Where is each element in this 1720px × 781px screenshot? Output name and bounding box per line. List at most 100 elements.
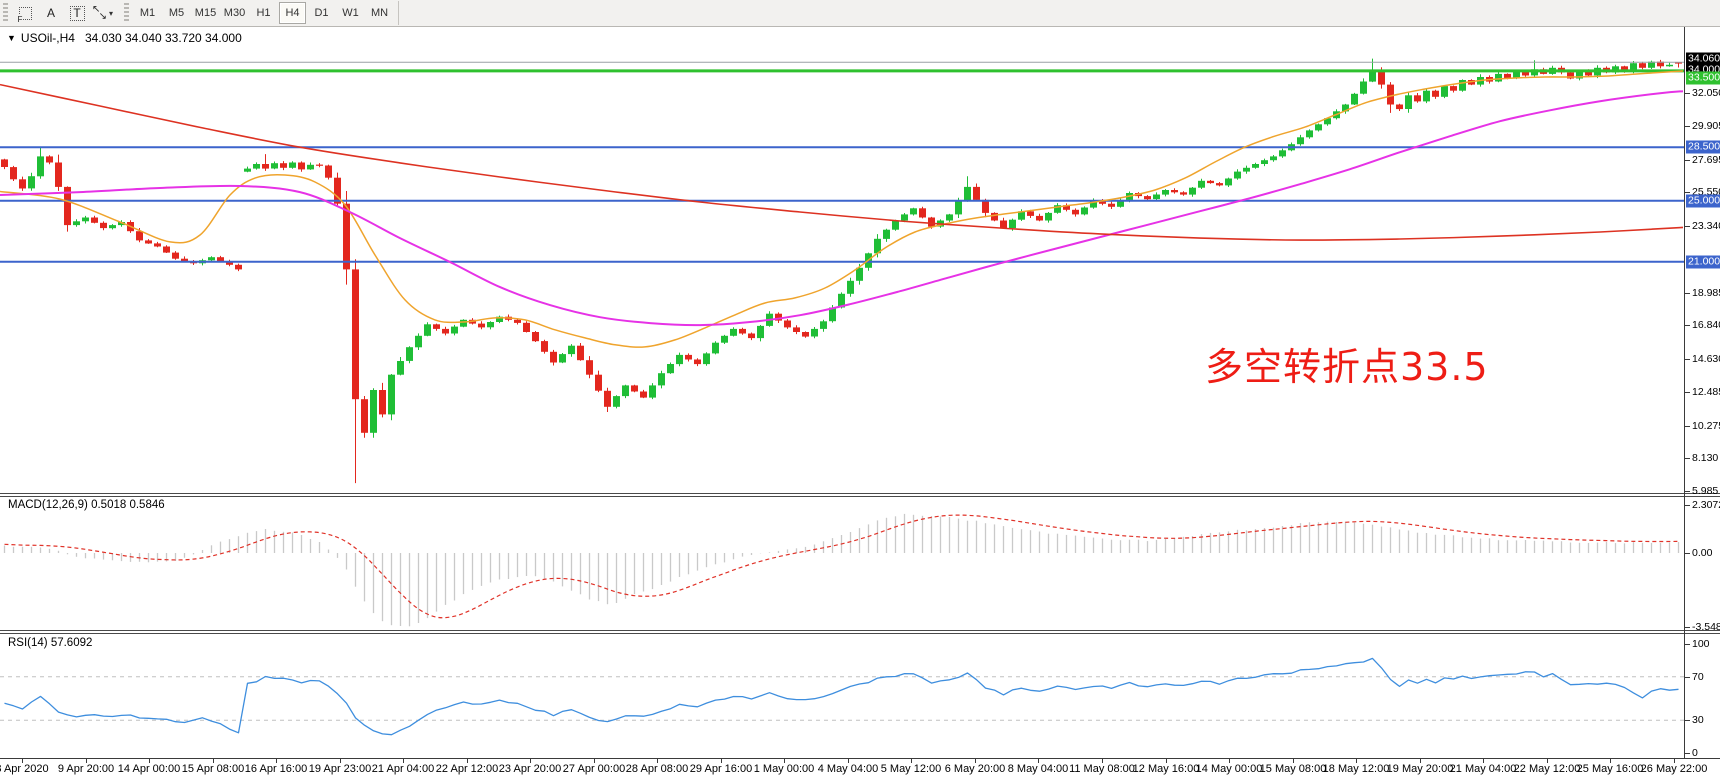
timeframe-button-d1[interactable]: D1: [314, 7, 329, 19]
time-tick: [1420, 758, 1421, 763]
chart-text-annotation[interactable]: 多空转折点33.5: [1205, 345, 1489, 389]
time-axis-label: 4 May 04:00: [817, 763, 879, 775]
toolbar-grip[interactable]: [3, 3, 8, 23]
timeframe-toolbar: M1 M5 M15 M30 H1 H4 D1 W1 MN: [133, 2, 394, 24]
macd-tick-label-dash: [1684, 626, 1690, 628]
price-tick-label: 18.985: [1692, 286, 1720, 299]
time-axis-label: 11 May 08:00: [1069, 763, 1135, 775]
time-tick: [1483, 758, 1484, 763]
rsi-tick-label-dash: [1684, 720, 1690, 722]
rsi-indicator-label: RSI(14) 57.6092: [8, 637, 93, 649]
time-tick: [594, 758, 595, 763]
current-price-label: 34.060: [1686, 52, 1720, 66]
time-tick: [1356, 758, 1357, 763]
time-axis-label: 21 Apr 04:00: [371, 763, 435, 775]
price-tick-label-dash: [1684, 391, 1690, 393]
text-label-tool[interactable]: T: [65, 2, 89, 24]
macd-tick-label-dash: [1684, 553, 1690, 554]
time-tick: [22, 758, 23, 763]
time-tick: [86, 758, 87, 763]
arrow-label-tool[interactable]: A: [46, 6, 55, 20]
price-tick-label: 16.840: [1692, 319, 1720, 332]
drawing-tools-group: F A T ↖ ↘ ▾: [12, 2, 116, 24]
macd-indicator-label: MACD(12,26,9) 0.5018 0.5846: [8, 499, 165, 511]
time-axis-label: 22 May 12:00: [1513, 763, 1581, 775]
time-tick: [848, 758, 849, 763]
level-price-label: 25.000: [1686, 194, 1720, 208]
price-tick-label-dash: [1684, 93, 1690, 94]
price-tick-label: 5.985: [1692, 485, 1719, 497]
toolbar-separator: [398, 1, 399, 25]
time-axis-label: 27 Apr 00:00: [562, 763, 626, 775]
collapse-triangle-icon[interactable]: ▼: [7, 33, 16, 43]
macd-histogram: [3, 513, 1680, 627]
timeframe-toolbar-grip[interactable]: [124, 3, 129, 23]
time-axis-label: 26 May 22:00: [1640, 763, 1708, 775]
time-tick: [340, 758, 341, 763]
macd-panel-separator-2: [0, 496, 1720, 497]
time-axis-label: 22 Apr 12:00: [435, 763, 499, 775]
price-tick-label: 14.630: [1692, 353, 1720, 365]
rsi-panel-separator[interactable]: [0, 630, 1720, 631]
price-tick-label-dash: [1684, 359, 1690, 360]
time-tick: [911, 758, 912, 763]
price-tick-label: 32.050: [1692, 87, 1720, 99]
timeframe-button-mn[interactable]: MN: [370, 7, 389, 19]
timeframe-button-h1[interactable]: H1: [256, 7, 271, 19]
time-axis-label: 15 May 08:00: [1259, 763, 1327, 775]
timeframe-button-m30[interactable]: M30: [223, 7, 246, 19]
rsi-tick-label-dash: [1684, 644, 1690, 645]
price-axis-column[interactable]: 32.05029.90527.69525.55023.34018.98516.8…: [1684, 27, 1720, 759]
price-tick-label: 12.485: [1692, 385, 1720, 398]
timeframe-button-h4[interactable]: H4: [279, 2, 306, 24]
chart-ohlc-header: ▼ USOil-,H4 34.030 34.040 33.720 34.000: [7, 31, 242, 45]
price-tick-label-dash: [1684, 192, 1690, 194]
price-tick-label: 10.275: [1692, 419, 1720, 432]
rsi-tick-label: 70: [1692, 670, 1704, 683]
time-axis-label: 12 May 16:00: [1132, 763, 1200, 775]
timeframe-button-w1[interactable]: W1: [342, 7, 359, 19]
time-axis-label: 14 May 00:00: [1195, 763, 1263, 775]
time-axis-label: 8 Apr 2020: [0, 763, 49, 775]
time-axis-label: 16 Apr 16:00: [244, 763, 308, 775]
time-axis-label: 9 Apr 20:00: [57, 763, 115, 775]
time-axis-label: 29 Apr 16:00: [689, 763, 753, 775]
time-axis-line: [0, 758, 1720, 759]
time-tick: [1166, 758, 1167, 763]
time-axis-label: 15 Apr 08:00: [181, 763, 245, 775]
rsi-panel-separator-2: [0, 633, 1720, 634]
time-tick: [467, 758, 468, 763]
price-tick-label-dash: [1684, 226, 1690, 227]
price-tick-label-dash: [1684, 125, 1690, 127]
symbol-timeframe-label: USOil-,H4: [20, 31, 75, 45]
timeframe-button-m5[interactable]: M5: [168, 7, 185, 19]
time-tick: [403, 758, 404, 763]
macd-tick-label: 0.00: [1692, 547, 1713, 559]
rsi-tick-label-dash: [1684, 676, 1690, 678]
time-axis-label: 19 Apr 23:00: [308, 763, 372, 775]
time-tick: [1547, 758, 1548, 763]
time-tick: [975, 758, 976, 763]
time-tick: [213, 758, 214, 763]
chart-plot-area[interactable]: [0, 0, 1684, 758]
macd-panel-separator[interactable]: [0, 493, 1720, 494]
time-axis-label: 5 May 12:00: [880, 763, 942, 775]
candlestick-series: [1, 58, 1682, 484]
timeframe-button-m1[interactable]: M1: [139, 7, 156, 19]
time-axis-label: 23 Apr 20:00: [498, 763, 562, 775]
snap-grid-tool[interactable]: F: [13, 2, 37, 24]
time-axis-label: 18 May 12:00: [1322, 763, 1390, 775]
arrows-mode-tool[interactable]: ↖ ↘ ▾: [91, 3, 113, 22]
dropdown-caret-icon[interactable]: ▾: [108, 8, 113, 18]
timeframe-button-m15[interactable]: M15: [194, 7, 217, 19]
time-axis-label: 6 May 20:00: [944, 763, 1006, 775]
rsi-tick-label-dash: [1684, 753, 1690, 754]
ohlc-values: 34.030 34.040 33.720 34.000: [84, 31, 242, 45]
macd-signal-line: [4, 514, 1679, 619]
macd-tick-label: 2.3072: [1692, 498, 1720, 511]
mid-ma: [0, 90, 1684, 327]
slow-ma: [0, 83, 1684, 241]
time-axis-column[interactable]: 8 Apr 2020 9 Apr 20:00 14 Apr 00:00 15 Apr …: [0, 758, 1720, 781]
price-tick-label-dash: [1684, 159, 1690, 161]
rsi-tick-label: 100: [1692, 638, 1710, 650]
